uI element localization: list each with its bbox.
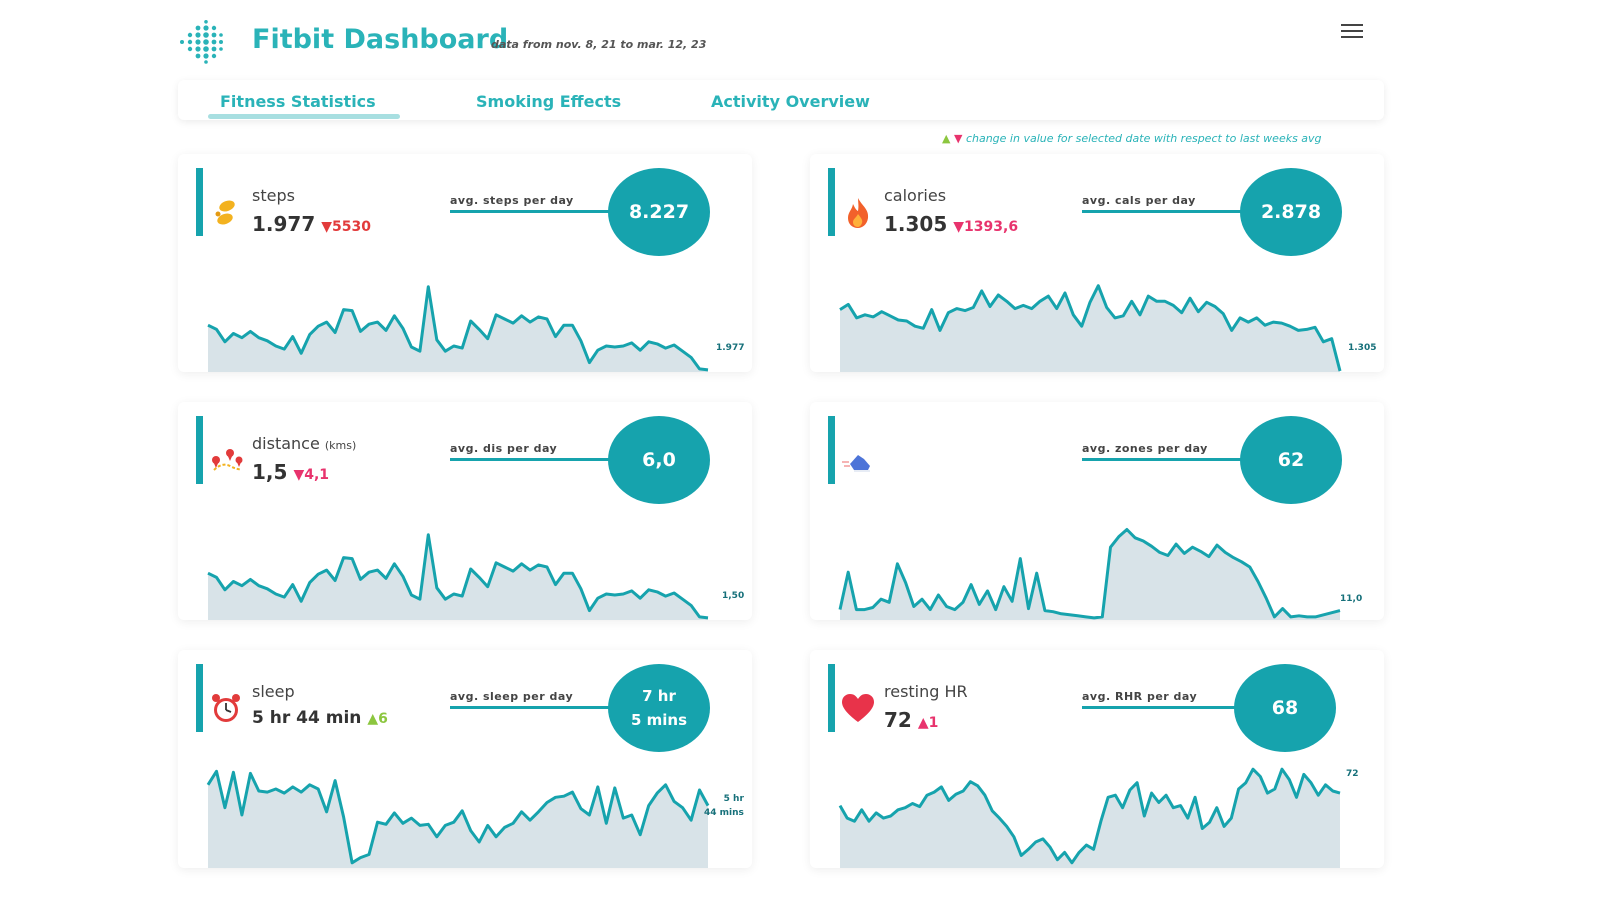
sleep-area-fill bbox=[208, 771, 708, 868]
calories-card: calories 1.305 ▼1393,6 avg. cals per day … bbox=[810, 154, 1384, 372]
zones-chart bbox=[838, 528, 1341, 620]
up-triangle-icon: ▲ bbox=[942, 132, 951, 145]
page-title: Fitbit Dashboard bbox=[252, 24, 509, 55]
avg-calories-value: 2.878 bbox=[1240, 168, 1342, 256]
running-shoe-icon bbox=[842, 455, 870, 472]
down-triangle-icon: ▼ bbox=[953, 132, 963, 145]
avg-distance-label: avg. dis per day bbox=[450, 442, 558, 455]
tab-smoking-effects[interactable]: Smoking Effects bbox=[476, 92, 622, 111]
resting-hr-label: resting HR bbox=[884, 682, 968, 701]
avg-steps-label: avg. steps per day bbox=[450, 194, 574, 207]
tab-bar: Fitness Statistics Smoking Effects Activ… bbox=[178, 80, 1384, 120]
map-pins-icon bbox=[212, 449, 243, 471]
avg-connector-line bbox=[1082, 706, 1242, 709]
resting-hr-last-value-label: 72 bbox=[1346, 769, 1359, 779]
card-accent-bar bbox=[828, 168, 835, 236]
avg-connector-line bbox=[1082, 210, 1252, 213]
flame-icon bbox=[848, 198, 869, 228]
resting-hr-delta: ▲1 bbox=[917, 715, 939, 731]
resting-hr-value: 72 ▲1 bbox=[884, 708, 939, 732]
alarm-clock-icon bbox=[212, 694, 240, 722]
distance-area-fill bbox=[208, 534, 708, 620]
distance-delta: ▼4,1 bbox=[293, 467, 330, 483]
avg-rhr-value: 68 bbox=[1234, 664, 1336, 752]
active-tab-indicator bbox=[208, 114, 400, 119]
tab-activity-overview[interactable]: Activity Overview bbox=[711, 92, 870, 111]
avg-connector-line bbox=[450, 210, 620, 213]
sleep-delta: ▲6 bbox=[367, 711, 388, 727]
calories-value: 1.305 ▼1393,6 bbox=[884, 212, 1019, 236]
card-accent-bar bbox=[196, 168, 203, 236]
steps-chart bbox=[207, 285, 709, 372]
avg-calories-label: avg. cals per day bbox=[1082, 194, 1196, 207]
calories-delta: ▼1393,6 bbox=[953, 219, 1019, 235]
sleep-chart bbox=[206, 769, 710, 868]
heart-icon bbox=[842, 694, 874, 722]
calories-last-value-label: 1.305 bbox=[1348, 343, 1377, 353]
steps-label: steps bbox=[252, 186, 295, 205]
distance-last-value-label: 1,50 bbox=[722, 591, 745, 601]
zones-last-value-label: 11,0 bbox=[1340, 594, 1363, 604]
avg-connector-line bbox=[450, 706, 620, 709]
tab-fitness-statistics[interactable]: Fitness Statistics bbox=[220, 92, 376, 111]
zones-series-line bbox=[838, 528, 1341, 620]
calories-chart bbox=[839, 284, 1342, 372]
avg-connector-line bbox=[450, 458, 620, 461]
steps-area-fill bbox=[208, 286, 708, 372]
steps-last-value-label: 1.977 bbox=[716, 343, 745, 353]
avg-zones-value: 62 bbox=[1240, 416, 1342, 504]
steps-value: 1.977 ▼5530 bbox=[252, 212, 371, 236]
zones-card: avg. zones per day 62 11,0 bbox=[810, 402, 1384, 620]
distance-unit: (kms) bbox=[324, 439, 357, 452]
calories-area-fill bbox=[840, 285, 1340, 372]
calories-series-line bbox=[839, 284, 1342, 372]
legend-note: ▲ ▼ change in value for selected date wi… bbox=[942, 132, 1322, 145]
footsteps-icon bbox=[215, 200, 235, 225]
sleep-last-value-label: 5 hr 44 mins bbox=[704, 794, 744, 818]
zones-area-fill bbox=[840, 529, 1340, 620]
steps-series-line bbox=[207, 285, 709, 372]
steps-delta: ▼5530 bbox=[321, 219, 371, 235]
distance-card: distance (kms) 1,5 ▼4,1 avg. dis per day … bbox=[178, 402, 752, 620]
avg-zones-label: avg. zones per day bbox=[1082, 442, 1208, 455]
distance-value: 1,5 ▼4,1 bbox=[252, 460, 330, 484]
date-range-subtitle: data from nov. 8, 21 to mar. 12, 23 bbox=[491, 38, 707, 51]
avg-sleep-label: avg. sleep per day bbox=[450, 690, 574, 703]
resting-HR-series-line bbox=[838, 767, 1341, 865]
sleep-label: sleep bbox=[252, 682, 295, 701]
legend-note-text: change in value for selected date with r… bbox=[965, 132, 1322, 145]
avg-steps-value: 8.227 bbox=[608, 168, 710, 256]
avg-distance-value: 6,0 bbox=[608, 416, 710, 504]
sleep-value: 5 hr 44 min ▲6 bbox=[252, 708, 388, 728]
resting-HR-area-fill bbox=[840, 769, 1340, 868]
card-accent-bar bbox=[828, 416, 835, 484]
calories-label: calories bbox=[884, 186, 947, 205]
fitbit-logo-icon bbox=[180, 20, 223, 64]
resting-hr-card: resting HR 72 ▲1 avg. RHR per day 68 72 bbox=[810, 650, 1384, 868]
distance-chart bbox=[207, 533, 709, 620]
card-accent-bar bbox=[828, 664, 835, 732]
hamburger-menu-icon[interactable] bbox=[1341, 24, 1363, 40]
steps-card: steps 1.977 ▼5530 avg. steps per day 8.22… bbox=[178, 154, 752, 372]
avg-connector-line bbox=[1082, 458, 1252, 461]
card-accent-bar bbox=[196, 416, 203, 484]
distance-label: distance (kms) bbox=[252, 434, 357, 453]
distance-series-line bbox=[207, 533, 709, 620]
sleep-series-line bbox=[206, 769, 710, 865]
resting-hr-chart bbox=[838, 767, 1341, 868]
avg-sleep-value: 7 hr 5 mins bbox=[608, 664, 710, 752]
header: Fitbit Dashboard data from nov. 8, 21 to… bbox=[178, 18, 1378, 68]
avg-rhr-label: avg. RHR per day bbox=[1082, 690, 1198, 703]
card-accent-bar bbox=[196, 664, 203, 732]
sleep-card: sleep 5 hr 44 min ▲6 avg. sleep per day 7… bbox=[178, 650, 752, 868]
